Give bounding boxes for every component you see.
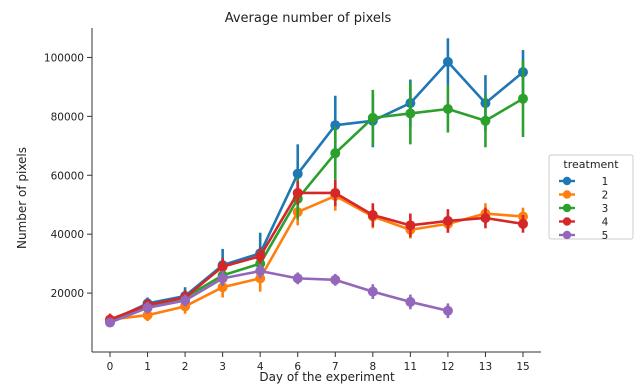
legend-swatch-marker xyxy=(562,176,572,186)
series-5 xyxy=(105,263,453,328)
legend-swatch-marker xyxy=(562,203,572,213)
series-line xyxy=(109,194,524,321)
x-tick-label: 4 xyxy=(257,361,264,373)
data-point xyxy=(367,112,378,123)
x-axis-label: Day of the experiment xyxy=(259,370,395,384)
series-1 xyxy=(105,38,528,327)
y-tick-label: 20000 xyxy=(51,288,84,300)
x-tick-label: 0 xyxy=(107,361,114,373)
series-line xyxy=(109,97,524,323)
data-point xyxy=(292,187,303,198)
legend-label: 4 xyxy=(602,217,609,229)
data-point xyxy=(367,210,378,221)
x-tick-label: 1 xyxy=(144,361,151,373)
data-point xyxy=(442,56,453,67)
legend-label: 1 xyxy=(602,176,609,188)
x-axis: 0 1 2 3 4 6 7 8 11 12 13 15 xyxy=(107,352,530,373)
data-point xyxy=(330,120,341,131)
x-tick-label: 7 xyxy=(332,361,339,373)
y-axis-label: Number of pixels xyxy=(15,147,29,249)
data-point xyxy=(217,261,228,272)
data-point xyxy=(255,266,266,276)
x-tick-label: 12 xyxy=(441,361,454,373)
data-point xyxy=(330,274,341,285)
legend-label: 2 xyxy=(602,190,609,202)
data-point xyxy=(142,310,153,321)
legend: treatment 1 23 45 xyxy=(548,154,634,242)
data-point xyxy=(180,295,191,306)
data-point xyxy=(518,93,528,104)
legend-swatch-marker xyxy=(562,190,572,199)
data-point xyxy=(292,168,303,179)
data-point xyxy=(442,104,453,114)
x-tick-label: 13 xyxy=(479,361,492,373)
y-axis: 20000 40000 60000 80000 100000 xyxy=(44,52,92,300)
data-point xyxy=(330,148,341,159)
data-point xyxy=(442,305,453,316)
data-point xyxy=(480,212,491,223)
y-tick-label: 40000 xyxy=(51,229,84,241)
x-tick-label: 3 xyxy=(219,361,226,373)
data-point xyxy=(480,115,491,126)
legend-box xyxy=(548,154,634,240)
legend-label: 5 xyxy=(602,230,609,242)
x-tick-label: 6 xyxy=(294,361,301,373)
data-point xyxy=(330,187,341,198)
legend-title: treatment xyxy=(563,158,619,171)
data-point xyxy=(255,251,266,262)
data-point xyxy=(105,317,115,328)
series-line xyxy=(109,269,449,324)
x-tick-label: 2 xyxy=(182,361,189,373)
y-tick-label: 100000 xyxy=(44,52,84,64)
x-tick-label: 8 xyxy=(369,361,376,373)
data-point xyxy=(405,220,416,231)
series-line xyxy=(109,191,524,321)
data-point xyxy=(518,218,528,229)
data-point xyxy=(405,108,416,119)
chart-title: Average number of pixels xyxy=(225,11,392,26)
data-point xyxy=(142,302,153,313)
series-line xyxy=(109,60,524,323)
x-tick-label: 15 xyxy=(516,361,529,373)
data-point xyxy=(292,273,303,284)
data-point xyxy=(217,273,228,284)
plot-frame xyxy=(91,28,541,353)
data-point xyxy=(367,286,378,297)
legend-swatch-marker xyxy=(562,217,572,226)
data-point xyxy=(405,296,416,307)
y-tick-label: 60000 xyxy=(51,170,84,182)
data-point xyxy=(442,215,453,226)
series-layer xyxy=(105,38,528,328)
y-tick-label: 80000 xyxy=(51,111,84,123)
x-tick-label: 11 xyxy=(404,361,417,373)
legend-label: 3 xyxy=(602,203,609,215)
legend-swatch-marker xyxy=(562,230,572,240)
data-point xyxy=(217,282,228,293)
